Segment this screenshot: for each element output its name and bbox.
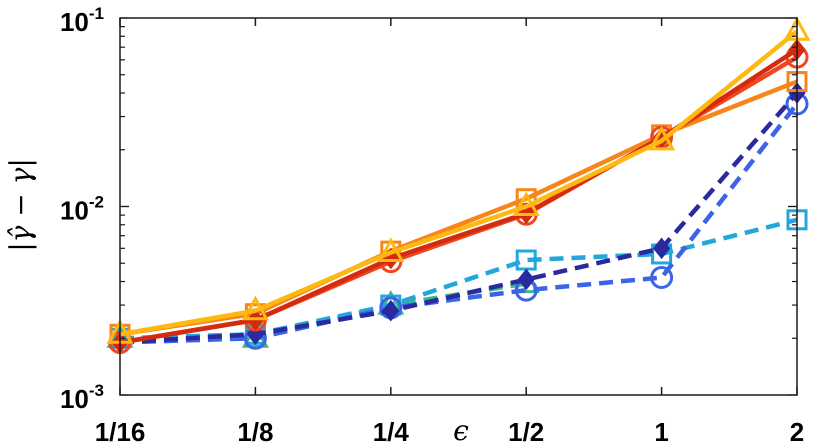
data-point-diamond xyxy=(652,237,671,260)
series-4 xyxy=(106,16,811,344)
series-layer xyxy=(106,16,811,354)
x-tick-label: 1 xyxy=(654,417,668,446)
series-line xyxy=(119,91,799,345)
series-6 xyxy=(108,92,809,354)
series-line xyxy=(119,102,799,345)
series-2 xyxy=(108,45,809,354)
y-tick-label: 10-3 xyxy=(60,381,104,414)
data-point-triangle xyxy=(512,191,540,216)
y-tick-label: 10-2 xyxy=(60,193,104,226)
data-point-triangle xyxy=(377,237,405,263)
data-point-triangle xyxy=(648,125,676,151)
series-5 xyxy=(111,82,806,354)
x-tick-label: 1/8 xyxy=(237,417,273,446)
x-tick-label: 1/2 xyxy=(508,417,544,446)
data-point-diamond xyxy=(382,299,400,322)
x-axis-label: ϵ xyxy=(453,414,469,446)
data-point-triangle xyxy=(241,295,269,321)
y-tick-label: 10-1 xyxy=(60,4,104,37)
y-axis-label: |γ̂ − γ| xyxy=(4,158,37,252)
series-line xyxy=(119,29,799,337)
series-1 xyxy=(111,38,806,354)
x-tick-label: 1/16 xyxy=(95,417,146,446)
tick-marks xyxy=(119,17,798,396)
data-point-diamond xyxy=(517,268,535,291)
data-point-circle xyxy=(650,266,674,290)
x-tick-label: 1/4 xyxy=(373,417,410,446)
x-tick-label: 2 xyxy=(790,417,804,446)
